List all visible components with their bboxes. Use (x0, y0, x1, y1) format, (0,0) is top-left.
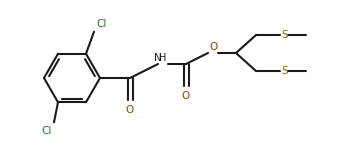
Text: Cl: Cl (96, 19, 106, 29)
Text: S: S (281, 66, 288, 76)
Text: S: S (281, 30, 288, 40)
Text: O: O (209, 42, 217, 52)
Text: H: H (159, 53, 166, 63)
Text: Cl: Cl (42, 126, 52, 136)
Text: O: O (126, 105, 134, 115)
Text: O: O (182, 91, 190, 101)
Text: N: N (154, 53, 162, 63)
